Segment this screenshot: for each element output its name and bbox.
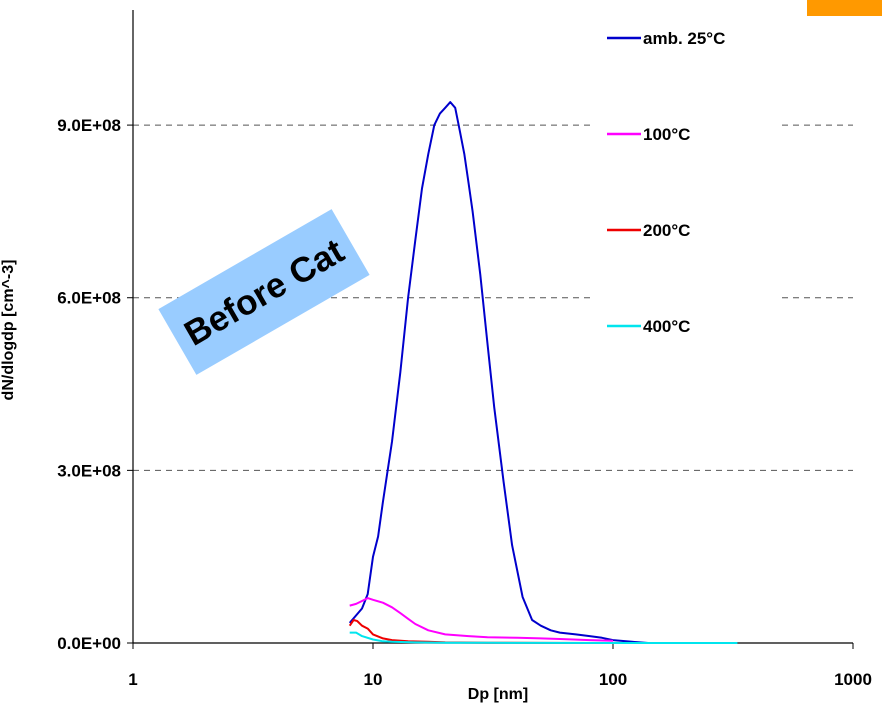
x-tick-label: 1 bbox=[128, 670, 137, 689]
orange-corner-marker bbox=[807, 0, 882, 16]
y-axis-title: dN/dlogdp [cm^-3] bbox=[0, 260, 17, 401]
x-axis: 1 10 100 1000 bbox=[128, 642, 872, 689]
legend: amb. 25°C 100°C 200°C 400°C bbox=[594, 10, 782, 355]
series-lines bbox=[348, 101, 738, 644]
x-axis-title: Dp [nm] bbox=[468, 686, 528, 703]
legend-label: 400°C bbox=[643, 317, 690, 336]
series-line bbox=[348, 101, 649, 644]
legend-label: amb. 25°C bbox=[643, 29, 725, 48]
series-line bbox=[349, 631, 738, 644]
x-tick-label: 1000 bbox=[834, 670, 872, 689]
x-tick-label: 100 bbox=[599, 670, 627, 689]
y-axis: 0.0E+00 3.0E+08 6.0E+08 9.0E+08 bbox=[57, 10, 134, 653]
annotation-box bbox=[158, 209, 370, 375]
before-cat-annotation: Before Cat bbox=[158, 209, 370, 375]
legend-background bbox=[594, 10, 782, 355]
y-tick-label: 3.0E+08 bbox=[57, 461, 121, 480]
x-tick-label: 10 bbox=[364, 670, 383, 689]
y-tick-label: 6.0E+08 bbox=[57, 289, 121, 308]
series-line bbox=[349, 597, 614, 642]
legend-label: 100°C bbox=[643, 125, 690, 144]
y-tick-label: 9.0E+08 bbox=[57, 116, 121, 135]
y-tick-label: 0.0E+00 bbox=[57, 634, 121, 653]
legend-label: 200°C bbox=[643, 221, 690, 240]
